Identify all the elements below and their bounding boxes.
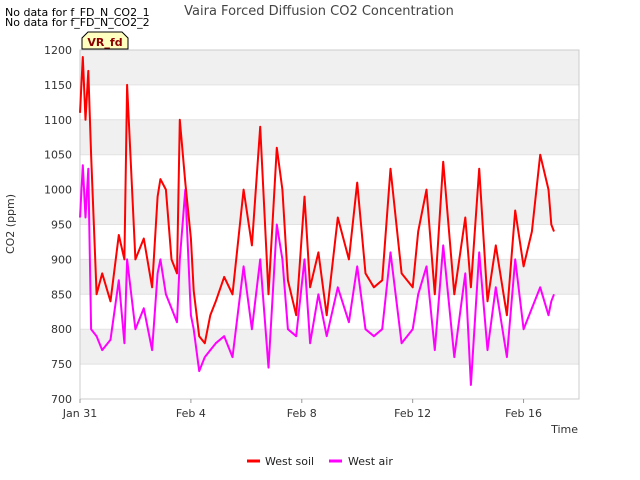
x-tick-1: Feb 4 — [176, 407, 206, 420]
x-tick-4: Feb 16 — [505, 407, 542, 420]
no-data-note-1: No data for f_FD_N_CO2_1 — [5, 6, 150, 19]
series-line-west-soil — [79, 56, 555, 345]
legend-label-west-soil: West soil — [265, 455, 314, 468]
y-tick-labels: 700 750 800 850 900 950 1000 1050 1100 1150 1200 — [44, 44, 72, 406]
y-tick-850: 850 — [51, 288, 72, 301]
y-tick-1000: 1000 — [44, 184, 72, 197]
legend-label-west-air: West air — [348, 455, 393, 468]
x-tick-0: Jan 31 — [62, 407, 97, 420]
y-tick-700: 700 — [51, 393, 72, 406]
y-tick-1100: 1100 — [44, 114, 72, 127]
y-tick-1150: 1150 — [44, 79, 72, 92]
y-tick-800: 800 — [51, 323, 72, 336]
y-tick-950: 950 — [51, 219, 72, 232]
background-bands — [80, 50, 579, 365]
y-tick-900: 900 — [51, 253, 72, 266]
band-1050 — [80, 119, 579, 155]
x-axis-label: Time — [550, 423, 578, 436]
band-1150 — [80, 50, 579, 85]
y-tick-750: 750 — [51, 358, 72, 371]
series-layer — [79, 56, 555, 386]
vr-fd-badge-label: VR_fd — [87, 36, 122, 49]
vr-fd-badge: VR_fd — [81, 31, 129, 50]
y-axis-label: CO2 (ppm) — [4, 194, 17, 254]
y-tick-1200: 1200 — [44, 44, 72, 57]
plot-frame — [79, 49, 580, 400]
y-tick-1050: 1050 — [44, 149, 72, 162]
x-tick-labels: Jan 31 Feb 4 Feb 8 Feb 12 Feb 16 — [62, 399, 542, 420]
series-line-west-air — [79, 164, 555, 386]
band-750 — [80, 329, 579, 365]
band-950 — [80, 189, 579, 225]
no-data-note-2: No data for f_FD_N_CO2_2 — [5, 16, 150, 29]
chart-title: Vaira Forced Diffusion CO2 Concentration — [184, 4, 454, 19]
legend: West soil West air — [247, 455, 393, 468]
x-tick-2: Feb 8 — [287, 407, 317, 420]
x-tick-3: Feb 12 — [394, 407, 431, 420]
